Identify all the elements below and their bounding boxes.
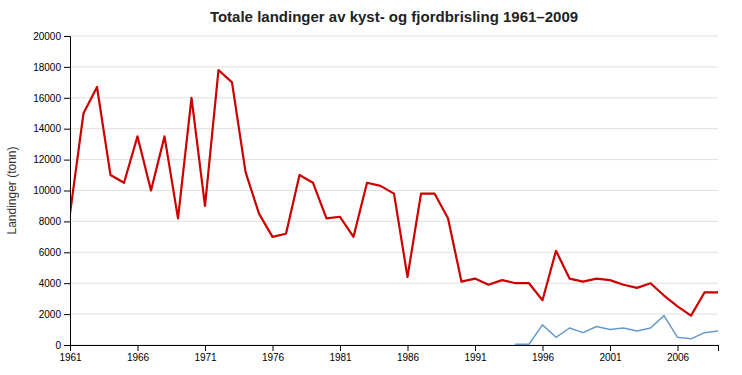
grid-line	[70, 66, 718, 67]
x-tick-mark	[678, 345, 679, 351]
x-tick-label: 1981	[329, 352, 352, 363]
grid	[70, 36, 718, 345]
y-tick-label: 2000	[39, 309, 62, 320]
x-tick: 2001	[599, 345, 622, 363]
y-tick-label: 14000	[33, 123, 61, 134]
x-tick: 1991	[464, 345, 487, 363]
x-tick: 1986	[397, 345, 420, 363]
y-tick-mark	[64, 345, 70, 346]
y-tick-label: 10000	[33, 185, 61, 196]
x-tick-mark	[543, 345, 544, 351]
x-tick-mark	[273, 345, 274, 351]
x-tick: 1971	[194, 345, 217, 363]
x-tick-label: 1966	[127, 352, 150, 363]
x-tick-mark	[340, 345, 341, 351]
x-tick-mark	[408, 345, 409, 351]
y-axis-line	[64, 37, 71, 346]
y-tick-label: 20000	[33, 31, 61, 42]
series-line	[516, 316, 719, 345]
y-tick: 10000	[33, 185, 70, 196]
y-axis-title: Landinger (tonn)	[5, 146, 19, 234]
x-tick-label: 2001	[599, 352, 622, 363]
y-tick-mark	[64, 221, 70, 222]
y-tick-mark	[64, 67, 70, 68]
y-tick: 6000	[39, 247, 70, 258]
grid-line	[70, 128, 718, 129]
x-tick: 1981	[329, 345, 352, 363]
y-tick-mark	[64, 160, 70, 161]
x-tick-label: 1986	[397, 352, 420, 363]
y-tick: 18000	[33, 62, 70, 73]
y-tick-label: 0	[55, 340, 61, 351]
plot-area	[70, 70, 718, 344]
series-line	[70, 70, 718, 316]
y-tick-label: 6000	[39, 247, 62, 258]
y-tick-label: 16000	[33, 93, 61, 104]
x-tick-mark	[205, 345, 206, 351]
chart-title: Totale landinger av kyst- og fjordbrisli…	[210, 8, 578, 25]
x-tick-label: 1991	[464, 352, 487, 363]
grid-line	[70, 314, 718, 315]
x-tick: 1976	[262, 345, 285, 363]
y-tick-label: 4000	[39, 278, 62, 289]
grid-line	[70, 97, 718, 98]
y-tick-mark	[64, 36, 70, 37]
x-axis-line	[71, 346, 719, 352]
x-tick-mark	[138, 345, 139, 351]
grid-line	[70, 221, 718, 222]
grid-line	[70, 36, 718, 37]
y-tick-label: 8000	[39, 216, 62, 227]
chart: 1961 1966 1971 1976 1981 1986 1991 1996 2001 2006…	[0, 0, 742, 375]
x-tick-label: 1971	[194, 352, 217, 363]
x-tick-label: 2006	[667, 352, 690, 363]
y-tick-label: 18000	[33, 62, 61, 73]
x-tick-label: 1996	[532, 352, 555, 363]
x-tick: 1966	[127, 345, 150, 363]
y-tick: 16000	[33, 93, 70, 104]
grid-line	[70, 252, 718, 253]
x-tick-label: 1961	[59, 352, 82, 363]
y-tick-mark	[64, 252, 70, 253]
x-tick-mark	[610, 345, 611, 351]
y-tick-mark	[64, 283, 70, 284]
y-tick: 0	[55, 340, 70, 351]
y-tick-mark	[64, 129, 70, 130]
y-tick: 12000	[33, 154, 70, 165]
y-tick: 20000	[33, 31, 70, 42]
y-tick: 14000	[33, 123, 70, 134]
x-tick-mark	[475, 345, 476, 351]
y-tick-mark	[64, 191, 70, 192]
grid-line	[70, 190, 718, 191]
x-tick: 1961	[59, 345, 82, 363]
y-tick: 8000	[39, 216, 70, 227]
y-tick: 4000	[39, 278, 70, 289]
x-tick-label: 1976	[262, 352, 285, 363]
x-tick: 1996	[532, 345, 555, 363]
x-tick: 2006	[667, 345, 690, 363]
y-tick-label: 12000	[33, 154, 61, 165]
y-axis: 0 2000 4000 6000 8000 10000 12000 14000 16000 180…	[33, 31, 70, 351]
y-tick-mark	[64, 314, 70, 315]
y-tick-mark	[64, 98, 70, 99]
x-axis: 1961 1966 1971 1976 1981 1986 1991 1996 2001 2006	[59, 345, 718, 363]
y-tick: 2000	[39, 309, 70, 320]
